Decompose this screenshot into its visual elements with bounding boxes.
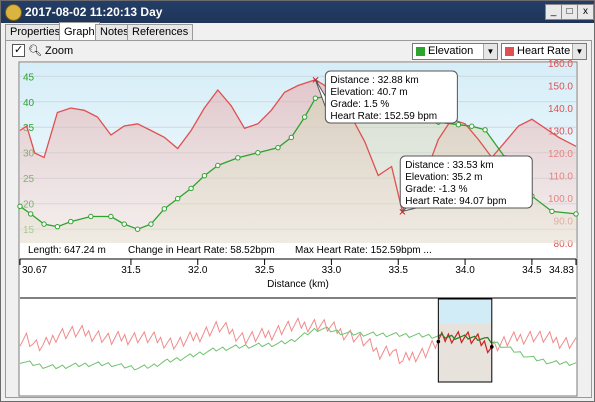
- elevation-point: [215, 162, 221, 169]
- elevation-point: [54, 223, 61, 230]
- elevation-point: [312, 95, 319, 101]
- zoom-checkbox[interactable]: ✓: [12, 44, 25, 57]
- tab-properties[interactable]: Properties: [5, 24, 66, 40]
- overview-strip[interactable]: [19, 298, 577, 383]
- elevation-point: [134, 226, 141, 232]
- elevation-point: [455, 121, 462, 128]
- stats-text: Length: 647.24 m: [28, 245, 106, 256]
- heart-rate-swatch: [505, 47, 514, 56]
- series2-select[interactable]: Heart Rate ▼: [501, 43, 587, 60]
- elevation-point: [121, 221, 127, 227]
- elevation-point: [175, 195, 181, 202]
- x-tick-label: 33.0: [322, 265, 342, 276]
- elevation-point: [41, 221, 47, 227]
- callout-text: Distance : 32.88 km: [330, 75, 418, 86]
- elevation-point: [27, 211, 34, 217]
- x-tick-label: 32.5: [255, 265, 275, 276]
- overview-selected-elevation: [438, 333, 492, 343]
- callout-text: Heart Rate: 152.59 bpm: [330, 111, 437, 122]
- elevation-point: [469, 123, 475, 129]
- x-tick-label: 32.0: [188, 265, 208, 276]
- elevation-point: [301, 114, 308, 120]
- x-axis-label: Distance (km): [267, 279, 329, 290]
- chevron-down-icon: ▼: [483, 44, 497, 59]
- elevation-point: [275, 144, 281, 151]
- elevation-point: [235, 155, 241, 161]
- callout-text: Grade: 1.5 %: [330, 99, 389, 110]
- title-bar[interactable]: 2017-08-02 11:20:13 Day _ □ x: [1, 1, 594, 23]
- elevation-point: [288, 134, 295, 141]
- close-button[interactable]: x: [577, 4, 594, 20]
- tab-references[interactable]: References: [127, 24, 194, 40]
- series2-select-value: Heart Rate: [517, 45, 571, 57]
- y-left-tick-label: 40: [23, 98, 35, 109]
- elevation-point: [88, 213, 94, 220]
- window-title: 2017-08-02 11:20:13 Day: [25, 5, 163, 19]
- overview-selected-heart-rate: [438, 330, 492, 354]
- elevation-swatch: [416, 47, 425, 56]
- zoom-text: Zoom: [45, 45, 74, 57]
- magnifier-icon: 🔍︎: [28, 45, 42, 57]
- main-plot: 45403530252015160.0150.0140.0130.0120.01…: [17, 59, 579, 256]
- y-right-tick-label: 130.0: [548, 127, 573, 138]
- y-right-tick-label: 140.0: [548, 104, 573, 115]
- y-left-tick-label: 45: [23, 72, 35, 83]
- elevation-point: [573, 211, 579, 217]
- series1-select[interactable]: Elevation ▼: [412, 43, 498, 60]
- callout-box: [324, 70, 458, 124]
- minimize-button[interactable]: _: [545, 4, 562, 20]
- app-icon: [5, 4, 22, 21]
- crosshair-marker: ✕: [398, 207, 406, 218]
- check-icon: ✓: [14, 44, 24, 56]
- tab-notes[interactable]: Notes: [95, 24, 134, 40]
- x-tick-label: 34.5: [522, 265, 542, 276]
- y-right-tick-label: 80.0: [554, 239, 574, 250]
- elevation-point: [17, 203, 23, 209]
- elevation-line: [19, 96, 577, 230]
- callout-text: Grade: -1.3 %: [405, 184, 467, 195]
- elevation-point: [255, 150, 261, 156]
- y-right-tick-label: 150.0: [548, 82, 573, 93]
- elevation-point: [188, 185, 194, 192]
- selection-handle: [436, 339, 441, 344]
- elevation-point: [482, 127, 488, 133]
- selection-handle: [489, 345, 494, 349]
- elevation-point: [68, 218, 74, 225]
- stats-text: Max Heart Rate: 152.59bpm ...: [295, 245, 432, 256]
- selection-top: [438, 299, 492, 324]
- elevation-point: [201, 172, 208, 179]
- callout-text: Distance : 33.53 km: [405, 160, 493, 171]
- elevation-point: [108, 213, 114, 220]
- graph-area[interactable]: 45403530252015160.0150.0140.0130.0120.01…: [6, 41, 591, 397]
- x-tick-label: 34.0: [455, 265, 475, 276]
- elevation-point: [161, 206, 168, 212]
- heart-rate-line: [19, 78, 577, 214]
- elevation-point: [148, 221, 154, 227]
- y-left-tick-label: 35: [23, 123, 35, 134]
- x-tick-label: 33.5: [389, 265, 409, 276]
- x-tick-label: 30.67: [22, 265, 47, 276]
- x-axis: 30.67 31.5 32.0 32.5 33.0 33.5 34.0 34.5 34.83 Di…: [19, 259, 577, 290]
- callout-text: Heart Rate: 94.07 bpm: [405, 196, 506, 207]
- series1-select-value: Elevation: [428, 45, 474, 57]
- stats-text: Change in Heart Rate: 58.52bpm: [128, 245, 275, 256]
- callout-text: Elevation: 35.2 m: [405, 172, 482, 183]
- tab-graph[interactable]: Graph: [59, 22, 100, 41]
- selection-body: [438, 324, 492, 382]
- y-right-tick-label: 160.0: [548, 59, 573, 70]
- callout-text: Elevation: 40.7 m: [330, 87, 407, 98]
- callout-box: [399, 155, 533, 209]
- x-tick-label: 34.83: [549, 265, 574, 276]
- x-tick-label: 31.5: [121, 265, 141, 276]
- elevation-point: [549, 208, 555, 215]
- zoom-label: 🔍︎ Zoom: [28, 44, 73, 57]
- graph-panel: ✓ 🔍︎ Zoom Elevation ▼ Heart Rate ▼: [5, 40, 592, 398]
- maximize-button[interactable]: □: [561, 4, 578, 20]
- chevron-down-icon: ▼: [572, 44, 586, 59]
